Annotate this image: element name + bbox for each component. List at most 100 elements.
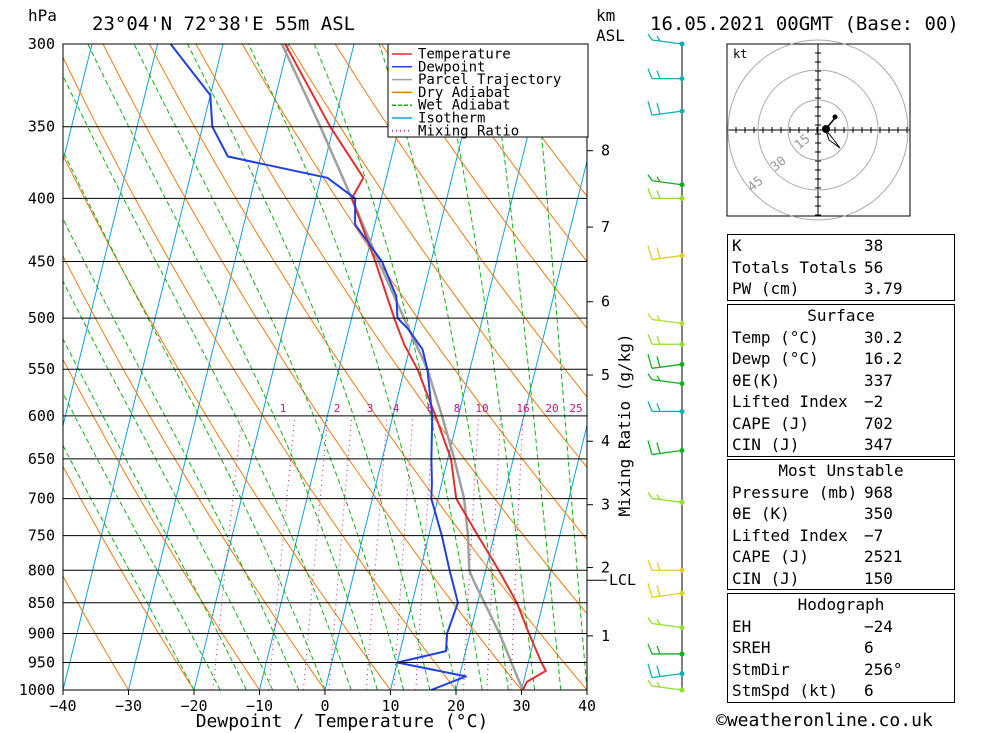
wind-barb-dot <box>679 253 685 259</box>
index-row: CIN (J) 347 <box>728 434 954 456</box>
wind-barb-flag <box>647 373 653 381</box>
wind-barb <box>647 334 685 347</box>
surface-title: Surface <box>807 306 875 325</box>
legend-label: Parcel Trajectory <box>418 72 561 88</box>
isotherm-line <box>586 687 587 690</box>
wind-barb-dot <box>679 320 685 326</box>
pressure-tick-label: 500 <box>28 309 55 327</box>
wind-barb-flag <box>647 617 653 624</box>
km-tick-label: 2 <box>601 559 610 577</box>
wind-barb-dot <box>679 381 685 387</box>
mixing-ratio-label: 2 <box>334 402 341 415</box>
wind-barb-shaft <box>651 622 683 629</box>
wind-barb-shaft <box>651 363 683 369</box>
wind-barb-flag <box>656 585 661 597</box>
dry-adiabat-line <box>427 44 587 263</box>
wind-barb-dot <box>679 651 685 657</box>
legend-label: Dewpoint <box>418 59 485 75</box>
wind-barb-flag <box>647 560 653 571</box>
dry-adiabat-line <box>63 56 457 690</box>
wind-barb-flag <box>656 562 661 571</box>
wind-barb-flag <box>647 174 653 182</box>
wind-barb-flag <box>656 442 661 454</box>
index-row: CAPE (J) 2521 <box>728 546 954 568</box>
index-row: Lifted Index −2 <box>728 391 954 413</box>
index-value: 968 <box>864 482 893 502</box>
index-row: StmDir 256° <box>728 659 954 681</box>
index-row: Temp (°C) 30.2 <box>728 327 954 349</box>
wind-barb-flag <box>656 681 661 688</box>
km-tick-label: 4 <box>601 432 610 450</box>
wet-adiabat-line <box>63 74 352 690</box>
pressure-tick-label: 950 <box>28 653 55 671</box>
isotherm-line <box>390 44 551 690</box>
wind-barb-dot <box>679 361 685 367</box>
index-row: PW (cm) 3.79 <box>728 278 954 300</box>
wind-barb <box>647 617 685 630</box>
index-label: θE(K) <box>732 370 781 390</box>
wind-barb-flag <box>647 583 653 598</box>
index-row: θE(K) 337 <box>728 370 954 392</box>
wet-adiabat-line <box>63 444 195 690</box>
lcl-label: LCL <box>609 571 636 589</box>
wind-barb-flag <box>656 35 661 42</box>
wind-barb-flag <box>656 315 661 321</box>
x-tick-label: −10 <box>246 697 273 715</box>
isotherm-lines <box>63 44 587 690</box>
index-label: CAPE (J) <box>732 413 810 433</box>
hodograph-end-point <box>832 114 838 120</box>
wind-barb-flag <box>656 356 661 368</box>
mixing-ratio-label: 8 <box>454 402 461 415</box>
wind-barb-dot <box>679 41 685 47</box>
wind-barb-flag <box>656 247 661 259</box>
most-unstable-title: Most Unstable <box>778 461 904 480</box>
pressure-gridlines: 300 350 400 450 500 550 600 650 700 750 800 850 900 9… <box>19 35 587 699</box>
location-title: 23°04'N 72°38'E 55m ASL <box>92 13 355 35</box>
wind-barb-shaft <box>651 39 683 45</box>
wind-barb <box>647 373 685 387</box>
index-label: Dewp (°C) <box>732 349 819 368</box>
pressure-tick-label: 350 <box>28 118 55 136</box>
wind-barb-flag <box>647 643 653 655</box>
wind-barb-shaft <box>651 685 683 691</box>
wind-barb-flag <box>656 190 661 199</box>
wind-barb-flag <box>647 313 653 320</box>
wind-barb-shaft <box>651 449 683 456</box>
isotherm-line <box>259 44 420 690</box>
x-tick-label: 30 <box>512 697 530 715</box>
dry-adiabat-line <box>149 44 587 690</box>
wind-barb-flag <box>656 403 661 412</box>
mixing-ratio-label: 4 <box>393 402 400 415</box>
wind-barb-shaft <box>651 497 683 504</box>
wind-barb-flag <box>647 245 653 260</box>
wind-barb-dot <box>679 567 685 573</box>
isotherm-line <box>63 44 224 690</box>
index-value: 30.2 <box>864 327 903 347</box>
wind-barb-flag <box>647 663 653 678</box>
x-tick-label: 20 <box>447 697 465 715</box>
legend-box <box>387 43 589 138</box>
dry-adiabat-line <box>381 44 587 330</box>
wind-barb <box>647 354 685 369</box>
isotherm-line <box>63 44 158 428</box>
wind-barb-flag <box>647 68 653 79</box>
wind-barb-flag <box>656 375 661 381</box>
isotherm-line <box>63 44 93 164</box>
index-value: 256° <box>864 659 903 679</box>
pressure-tick-label: 600 <box>28 407 55 425</box>
x-tick-label: 0 <box>320 697 329 715</box>
hodograph-storm-vector <box>825 130 841 149</box>
hodograph-ring <box>787 99 849 161</box>
hodograph-ring <box>727 39 909 221</box>
index-label: StmDir <box>732 659 790 679</box>
index-value: 6 <box>864 681 874 700</box>
mixing-ratio-label: 25 <box>569 402 582 415</box>
pressure-tick-label: 700 <box>28 490 55 508</box>
hodograph-unit: kt <box>733 47 747 61</box>
wind-barb <box>647 245 685 261</box>
wind-barb <box>647 313 685 326</box>
index-value: −2 <box>864 392 884 411</box>
asl-label: ASL <box>596 26 625 45</box>
wind-barb-dot <box>679 195 685 201</box>
mixing-ratio-label: 16 <box>516 402 529 415</box>
